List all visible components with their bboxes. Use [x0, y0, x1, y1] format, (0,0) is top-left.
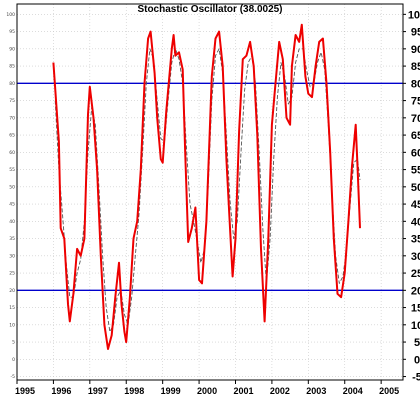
- y-tick-label: 95: [411, 27, 420, 39]
- y-tick-label-left: 50: [9, 184, 15, 190]
- y-tick-label: 80: [411, 78, 420, 90]
- x-tick-label: 2001: [233, 386, 253, 396]
- y-tick-label: 10: [411, 320, 420, 332]
- y-tick-label-left: 15: [9, 305, 15, 311]
- y-tick-label-left: 60: [9, 150, 15, 156]
- x-tick-label: 1997: [88, 386, 108, 396]
- y-tick-label: 20: [411, 285, 420, 297]
- oscillator-line-series: [52, 23, 361, 350]
- y-tick-label: 55: [411, 165, 420, 177]
- x-tick-label: 1995: [15, 386, 35, 396]
- y-tick-label: 45: [411, 199, 420, 211]
- y-tick-label: 40: [411, 216, 420, 228]
- x-axis-ticks: 1995 1996 1997 1998 1999 2000 2001 2002 2003 2004…: [15, 380, 399, 396]
- y-tick-label-left: 100: [6, 12, 15, 18]
- y-axis-ticks: -5-5005510101515202025253030353540404545…: [6, 9, 420, 383]
- y-tick-label-left: 85: [9, 64, 15, 70]
- y-tick-label-left: 75: [9, 98, 15, 104]
- x-tick-label: 2005: [379, 386, 399, 396]
- chart-title: Stochastic Oscillator (38.0025): [137, 4, 282, 15]
- y-tick-label-left: 5: [12, 340, 15, 346]
- y-tick-label: 35: [411, 234, 420, 246]
- plot-frame: [16, 3, 404, 381]
- y-tick-label: 50: [411, 182, 420, 194]
- y-tick-label-left: 40: [9, 219, 15, 225]
- x-tick-label: 1996: [51, 386, 71, 396]
- y-tick-label: 100: [408, 9, 420, 21]
- y-tick-label: 15: [411, 303, 420, 315]
- x-tick-label: 2003: [306, 386, 326, 396]
- y-tick-label-left: 70: [9, 115, 15, 121]
- y-tick-label-left: 0: [12, 357, 15, 363]
- y-tick-label: 75: [411, 96, 420, 108]
- y-tick-label-left: 95: [9, 29, 15, 35]
- x-tick-label: 2004: [343, 386, 363, 396]
- y-tick-label-left: 35: [9, 236, 15, 242]
- y-tick-label-left: 30: [9, 253, 15, 259]
- y-tick-label-left: 25: [9, 271, 15, 277]
- y-tick-label: 85: [411, 61, 420, 73]
- y-tick-label-left: 65: [9, 133, 15, 139]
- reference-lines: [17, 82, 403, 292]
- y-tick-label: 30: [411, 251, 420, 263]
- y-tick-label-left: 80: [9, 81, 15, 87]
- x-tick-label: 1999: [161, 386, 181, 396]
- y-tick-label: 5: [414, 337, 420, 349]
- x-tick-label: 2000: [197, 386, 217, 396]
- series-layer: [52, 23, 361, 350]
- y-tick-label: 25: [411, 268, 420, 280]
- y-tick-label: 0: [414, 354, 420, 366]
- y-tick-label: -5: [412, 372, 420, 384]
- y-tick-label-left: 45: [9, 202, 15, 208]
- y-tick-label-left: 55: [9, 167, 15, 173]
- y-tick-label-left: -5: [11, 374, 16, 380]
- y-tick-label-left: 90: [9, 46, 15, 52]
- x-tick-label: 1998: [124, 386, 144, 396]
- y-tick-label-left: 10: [9, 322, 15, 328]
- y-tick-label: 65: [411, 130, 420, 142]
- x-tick-label: 2002: [270, 386, 290, 396]
- y-tick-label-left: 20: [9, 288, 15, 294]
- y-tick-label: 70: [411, 113, 420, 125]
- y-tick-label: 60: [411, 147, 420, 159]
- y-tick-label: 90: [411, 44, 420, 56]
